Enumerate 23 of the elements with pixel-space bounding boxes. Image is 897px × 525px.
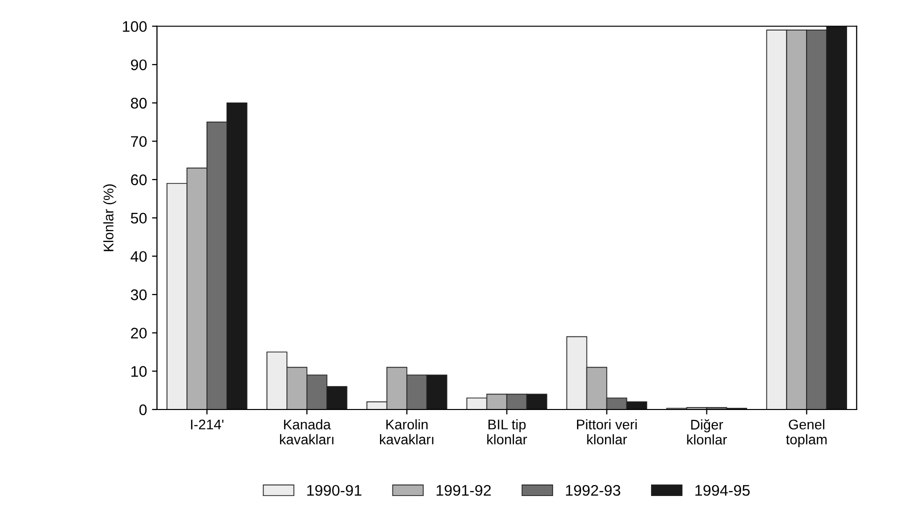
legend-label: 1994-95 bbox=[695, 484, 750, 496]
x-tick-label: Genel toplam bbox=[786, 419, 827, 448]
x-tick-label: Kanada kavakları bbox=[280, 419, 334, 444]
legend-label: 1991-92 bbox=[436, 484, 491, 496]
y-tick-label: 40 bbox=[130, 251, 147, 262]
x-tick-label: I-214' bbox=[191, 420, 224, 430]
x-tick-label: Karolin kavakları bbox=[380, 419, 434, 444]
legend-label: 1990-91 bbox=[307, 484, 362, 496]
y-axis-title: Klonlar (%) bbox=[103, 184, 116, 252]
x-tick-label: BIL tip klonlar bbox=[487, 419, 528, 444]
y-tick-label: 10 bbox=[131, 366, 147, 377]
y-tick-label: 60 bbox=[131, 174, 147, 186]
y-tick-label: 100 bbox=[122, 21, 147, 32]
y-tick-label: 20 bbox=[131, 328, 147, 339]
y-tick-label: 0 bbox=[139, 404, 147, 416]
y-tick-label: 90 bbox=[130, 59, 147, 70]
x-tick-label: Pittori veri klonlar bbox=[577, 419, 637, 444]
x-tick-label: Diğer klonlar bbox=[687, 419, 727, 445]
y-tick-label: 30 bbox=[130, 289, 147, 300]
y-tick-label: 80 bbox=[130, 98, 147, 109]
legend-label: 1992-93 bbox=[566, 484, 620, 496]
y-tick-label: 50 bbox=[130, 212, 147, 224]
y-tick-label: 70 bbox=[131, 136, 147, 147]
